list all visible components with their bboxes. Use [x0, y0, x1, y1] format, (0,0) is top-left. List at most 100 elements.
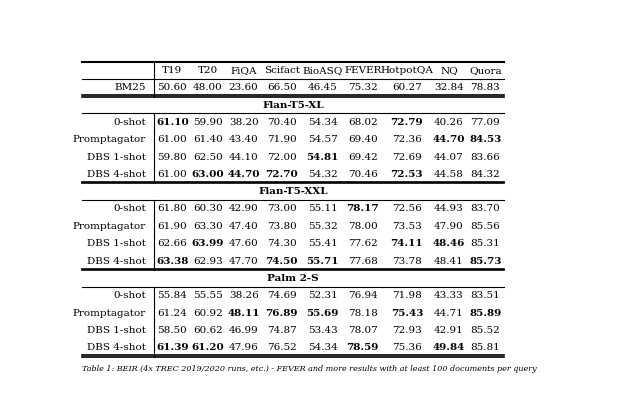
- Text: 54.34: 54.34: [308, 118, 337, 127]
- Text: 38.26: 38.26: [229, 291, 259, 300]
- Text: 77.09: 77.09: [470, 118, 500, 127]
- Text: FiQA: FiQA: [230, 66, 257, 75]
- Text: 63.99: 63.99: [192, 239, 224, 248]
- Text: Quora: Quora: [469, 66, 502, 75]
- Text: 78.07: 78.07: [348, 326, 378, 335]
- Text: 71.98: 71.98: [392, 291, 422, 300]
- Text: 43.33: 43.33: [434, 291, 464, 300]
- Text: 60.62: 60.62: [193, 326, 223, 335]
- Text: 83.70: 83.70: [470, 205, 500, 213]
- Text: 83.51: 83.51: [470, 291, 500, 300]
- Text: 73.00: 73.00: [267, 205, 297, 213]
- Text: 47.96: 47.96: [229, 344, 259, 352]
- Text: HotpotQA: HotpotQA: [380, 66, 433, 75]
- Text: 47.90: 47.90: [434, 222, 464, 231]
- Text: 38.20: 38.20: [229, 118, 259, 127]
- Text: 48.41: 48.41: [434, 257, 464, 266]
- Text: 72.69: 72.69: [392, 152, 422, 162]
- Text: 49.84: 49.84: [433, 344, 465, 352]
- Text: DBS 1-shot: DBS 1-shot: [87, 326, 146, 335]
- Text: 60.27: 60.27: [392, 84, 422, 92]
- Text: 55.55: 55.55: [193, 291, 223, 300]
- Text: 85.89: 85.89: [469, 309, 502, 318]
- Text: 85.56: 85.56: [470, 222, 500, 231]
- Text: 0-shot: 0-shot: [113, 118, 146, 127]
- Text: 61.20: 61.20: [191, 344, 225, 352]
- Text: 62.93: 62.93: [193, 257, 223, 266]
- Text: 55.69: 55.69: [307, 309, 339, 318]
- Text: Scifact: Scifact: [264, 66, 300, 75]
- Text: 48.00: 48.00: [193, 84, 223, 92]
- Text: 83.66: 83.66: [470, 152, 500, 162]
- Text: 84.53: 84.53: [469, 135, 502, 144]
- Text: 58.50: 58.50: [157, 326, 187, 335]
- Text: FEVER: FEVER: [344, 66, 381, 75]
- Text: 77.62: 77.62: [348, 239, 378, 248]
- Text: 52.31: 52.31: [308, 291, 337, 300]
- Text: 32.84: 32.84: [434, 84, 464, 92]
- Text: BM25: BM25: [115, 84, 146, 92]
- Text: DBS 4-shot: DBS 4-shot: [87, 344, 146, 352]
- Text: 76.89: 76.89: [266, 309, 298, 318]
- Text: 66.50: 66.50: [267, 84, 297, 92]
- Text: 60.30: 60.30: [193, 205, 223, 213]
- Text: 73.53: 73.53: [392, 222, 422, 231]
- Text: 78.18: 78.18: [348, 309, 378, 318]
- Text: 61.90: 61.90: [157, 222, 187, 231]
- Text: 85.81: 85.81: [470, 344, 500, 352]
- Text: 78.17: 78.17: [346, 205, 379, 213]
- Text: 77.68: 77.68: [348, 257, 378, 266]
- Text: 72.56: 72.56: [392, 205, 422, 213]
- Text: 55.32: 55.32: [308, 222, 337, 231]
- Text: 72.79: 72.79: [390, 118, 423, 127]
- Text: 78.59: 78.59: [346, 344, 379, 352]
- Text: 72.00: 72.00: [267, 152, 297, 162]
- Text: 54.81: 54.81: [307, 152, 339, 162]
- Text: 72.36: 72.36: [392, 135, 422, 144]
- Text: 44.58: 44.58: [434, 170, 464, 179]
- Text: 0-shot: 0-shot: [113, 291, 146, 300]
- Text: 46.45: 46.45: [308, 84, 337, 92]
- Text: 63.00: 63.00: [191, 170, 224, 179]
- Text: 70.40: 70.40: [267, 118, 297, 127]
- Text: 44.10: 44.10: [229, 152, 259, 162]
- Text: DBS 4-shot: DBS 4-shot: [87, 257, 146, 266]
- Text: Palm 2-S: Palm 2-S: [268, 274, 319, 283]
- Text: 46.99: 46.99: [229, 326, 259, 335]
- Text: 61.80: 61.80: [157, 205, 187, 213]
- Text: Promptagator: Promptagator: [72, 135, 146, 144]
- Text: 23.60: 23.60: [229, 84, 259, 92]
- Text: BioASQ: BioASQ: [302, 66, 343, 75]
- Text: 61.00: 61.00: [157, 170, 187, 179]
- Text: DBS 4-shot: DBS 4-shot: [87, 170, 146, 179]
- Text: 84.32: 84.32: [470, 170, 500, 179]
- Text: 76.94: 76.94: [348, 291, 378, 300]
- Text: 85.52: 85.52: [470, 326, 500, 335]
- Text: Flan-T5-XXL: Flan-T5-XXL: [259, 187, 328, 196]
- Text: Flan-T5-XL: Flan-T5-XL: [262, 100, 324, 110]
- Text: 47.60: 47.60: [229, 239, 259, 248]
- Text: 74.87: 74.87: [267, 326, 297, 335]
- Text: 60.92: 60.92: [193, 309, 223, 318]
- Text: 47.70: 47.70: [229, 257, 259, 266]
- Text: 70.46: 70.46: [348, 170, 378, 179]
- Text: 44.70: 44.70: [227, 170, 260, 179]
- Text: 55.41: 55.41: [308, 239, 337, 248]
- Text: 61.24: 61.24: [157, 309, 187, 318]
- Text: 72.70: 72.70: [266, 170, 298, 179]
- Text: 47.40: 47.40: [229, 222, 259, 231]
- Text: 55.11: 55.11: [308, 205, 337, 213]
- Text: 62.66: 62.66: [157, 239, 187, 248]
- Text: 61.40: 61.40: [193, 135, 223, 144]
- Text: Promptagator: Promptagator: [72, 309, 146, 318]
- Text: 0-shot: 0-shot: [113, 205, 146, 213]
- Text: 54.34: 54.34: [308, 344, 337, 352]
- Text: 76.52: 76.52: [267, 344, 297, 352]
- Text: 44.71: 44.71: [434, 309, 464, 318]
- Text: 74.69: 74.69: [267, 291, 297, 300]
- Text: 63.30: 63.30: [193, 222, 223, 231]
- Text: 59.80: 59.80: [157, 152, 187, 162]
- Text: 71.90: 71.90: [267, 135, 297, 144]
- Text: 73.78: 73.78: [392, 257, 422, 266]
- Text: 55.71: 55.71: [307, 257, 339, 266]
